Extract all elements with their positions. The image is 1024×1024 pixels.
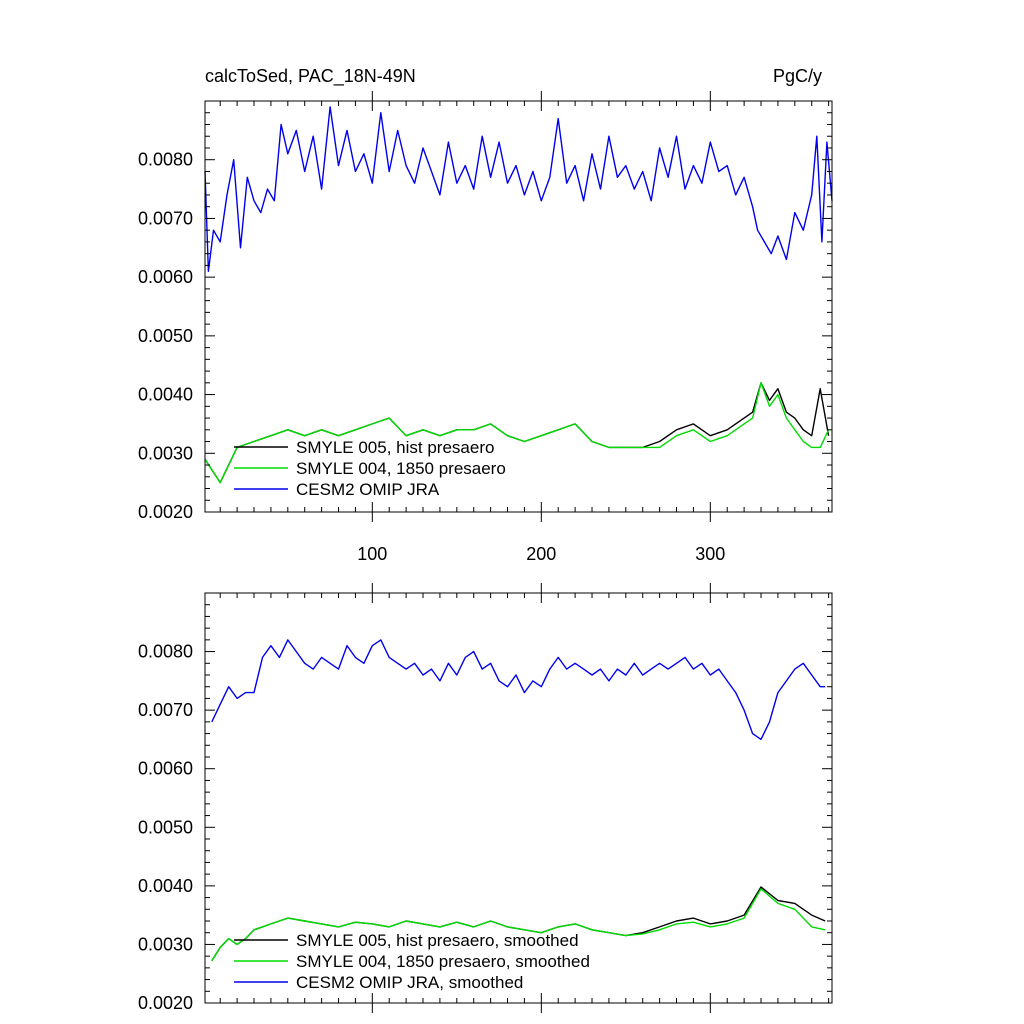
y-tick-label: 0.0070 (138, 700, 193, 720)
y-tick-label: 0.0020 (138, 993, 193, 1013)
y-tick-label: 0.0040 (138, 876, 193, 896)
chart-title: calcToSed, PAC_18N-49N (205, 66, 416, 87)
chart-units: PgC/y (773, 66, 822, 86)
y-tick-label: 0.0040 (138, 385, 193, 405)
y-tick-label: 0.0080 (138, 150, 193, 170)
chart-panel-bottom: 0.0020 0.0030 0.0040 0.0050 0.0060 0.0070 0.00… (138, 583, 833, 1013)
x-tick-label: 200 (526, 544, 556, 564)
legend-label: SMYLE 004, 1850 presaero, smoothed (296, 952, 590, 971)
legend-label: SMYLE 004, 1850 presaero (296, 459, 506, 478)
legend-label: CESM2 OMIP JRA (296, 480, 440, 499)
y-tick-label: 0.0080 (138, 642, 193, 662)
y-tick-label: 0.0060 (138, 759, 193, 779)
chart-panel-top: calcToSed, PAC_18N-49N PgC/y 0.0020 0.003… (138, 66, 833, 564)
y-tick-label: 0.0020 (138, 502, 193, 522)
y-tick-label: 0.0060 (138, 267, 193, 287)
legend-label: SMYLE 005, hist presaero (296, 438, 494, 457)
series-line-1 (204, 382, 830, 484)
y-tick-label: 0.0030 (138, 443, 193, 463)
y-tick-label: 0.0030 (138, 934, 193, 954)
plot-frame (204, 100, 833, 513)
y-tick-label: 0.0070 (138, 208, 193, 228)
x-tick-label: 100 (357, 544, 387, 564)
y-tick-label: 0.0050 (138, 817, 193, 837)
x-tick-label: 300 (695, 544, 725, 564)
plot-frame (204, 592, 833, 1004)
legend: SMYLE 005, hist presaero, smoothed SMYLE … (234, 931, 590, 992)
series-line-2 (211, 639, 826, 741)
legend-label: CESM2 OMIP JRA, smoothed (296, 973, 523, 992)
legend: SMYLE 005, hist presaero SMYLE 004, 1850 … (234, 438, 506, 499)
legend-label: SMYLE 005, hist presaero, smoothed (296, 931, 579, 950)
y-tick-label: 0.0050 (138, 326, 193, 346)
series-line-2 (204, 106, 833, 272)
series-line-1 (211, 888, 826, 962)
